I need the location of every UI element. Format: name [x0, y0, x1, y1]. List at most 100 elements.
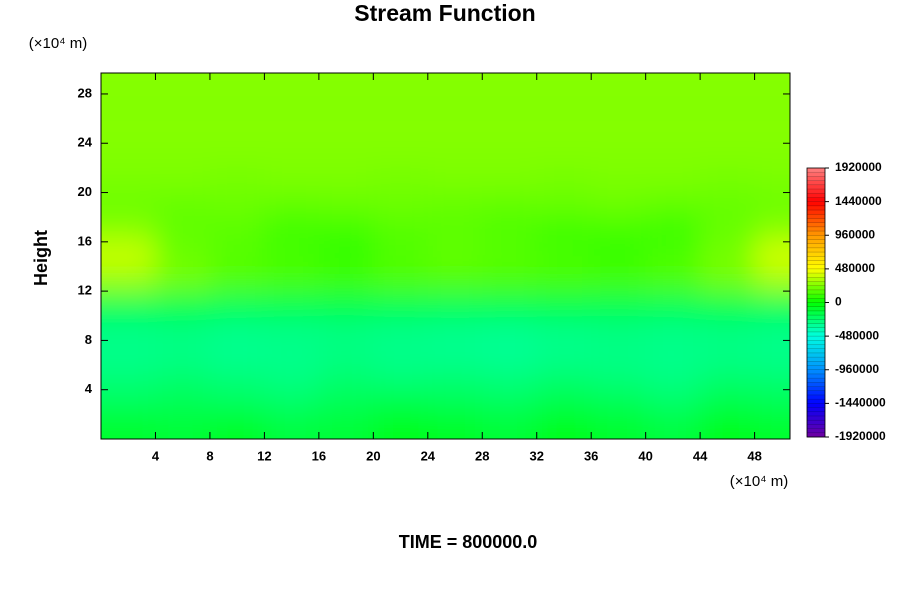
colorbar-tick-label: 480000 — [835, 261, 875, 275]
field-cell — [591, 389, 647, 415]
field-cell — [155, 414, 211, 439]
colorbar-band — [807, 336, 825, 341]
colorbar-band — [807, 193, 825, 198]
field-cell — [209, 266, 265, 292]
field-cell — [318, 167, 374, 194]
field-cell — [591, 192, 647, 218]
field-cell — [645, 266, 701, 292]
colorbar-band — [807, 285, 825, 291]
field-cell — [591, 414, 647, 439]
field-cell — [155, 192, 211, 218]
x-tick-label: 28 — [475, 448, 489, 463]
field-cell — [264, 167, 320, 194]
colorbar-band — [807, 352, 825, 358]
field-cell — [101, 192, 156, 218]
field-cell — [427, 365, 483, 391]
colorbar-band — [807, 310, 825, 316]
colorbar-band — [807, 201, 825, 207]
y-tick-label: 28 — [78, 85, 92, 100]
field-cell — [591, 266, 647, 292]
colorbar-band — [807, 264, 825, 270]
field-cell — [700, 291, 756, 317]
field-cell — [754, 340, 790, 366]
colorbar-band — [807, 239, 825, 244]
y-axis-label: Height — [31, 230, 51, 286]
field-cell — [754, 143, 790, 169]
field-cell — [645, 118, 701, 144]
field-cell — [645, 365, 701, 391]
field-cell — [373, 365, 429, 391]
field-cell — [101, 340, 156, 366]
field-cell — [591, 167, 647, 194]
field-cell — [264, 241, 320, 267]
field-cell — [536, 217, 592, 243]
field-cell — [318, 217, 374, 243]
field-cell — [155, 365, 211, 391]
colorbar-band — [807, 415, 825, 421]
field-cell — [427, 291, 483, 317]
field-cell — [318, 414, 374, 439]
colorbar-band — [807, 394, 825, 400]
field-cell — [754, 192, 790, 218]
field-cell — [427, 73, 483, 95]
colorbar-band — [807, 252, 825, 257]
field-cell — [101, 389, 156, 415]
colorbar-band — [807, 222, 825, 228]
colorbar-band — [807, 378, 825, 383]
colorbar-band — [807, 289, 825, 295]
field-cell — [482, 93, 538, 120]
field-cell — [373, 266, 429, 292]
field-cell — [591, 143, 647, 169]
colorbar-band — [807, 327, 825, 333]
x-tick-label: 8 — [206, 448, 213, 463]
colorbar-band — [807, 369, 825, 375]
colorbar-band — [807, 424, 825, 429]
field-cell — [209, 73, 265, 95]
field-cell — [754, 266, 790, 292]
field-cell — [645, 143, 701, 169]
field-cell — [264, 414, 320, 439]
x-tick-label: 40 — [638, 448, 652, 463]
field-cell — [754, 73, 790, 95]
field-cell — [264, 73, 320, 95]
colorbar-band — [807, 180, 825, 186]
field-cell — [591, 291, 647, 317]
y-unit: (×10⁴ m) — [29, 35, 88, 52]
field-cell — [209, 340, 265, 366]
field-cell — [209, 217, 265, 243]
field-cell — [591, 241, 647, 267]
colorbar-band — [807, 168, 825, 173]
colorbar-tick-label: -480000 — [835, 328, 879, 342]
colorbar-band — [807, 302, 825, 308]
field-cell — [318, 365, 374, 391]
field-cell — [591, 118, 647, 144]
field-cell — [536, 414, 592, 439]
field-cell — [645, 389, 701, 415]
colorbar-band — [807, 319, 825, 324]
field-cell — [318, 291, 374, 317]
field-cell — [700, 365, 756, 391]
field-cell — [482, 315, 538, 341]
field-cell — [427, 389, 483, 415]
field-cell — [645, 73, 701, 95]
field-cell — [591, 340, 647, 366]
colorbar-band — [807, 256, 825, 261]
x-tick-label: 12 — [257, 448, 271, 463]
colorbar-band — [807, 357, 825, 362]
field-cell — [373, 414, 429, 439]
field-cell — [264, 118, 320, 144]
field-cell — [318, 118, 374, 144]
field-cell — [318, 192, 374, 218]
colorbar-band — [807, 411, 825, 417]
field-cell — [264, 315, 320, 341]
field-cell — [427, 118, 483, 144]
colorbar-band — [807, 218, 825, 223]
field-cell — [373, 118, 429, 144]
x-tick-label: 16 — [312, 448, 326, 463]
field-cell — [427, 143, 483, 169]
field-cell — [209, 167, 265, 194]
colorbar-band — [807, 386, 825, 392]
colorbar-band — [807, 243, 825, 249]
field-cell — [536, 192, 592, 218]
